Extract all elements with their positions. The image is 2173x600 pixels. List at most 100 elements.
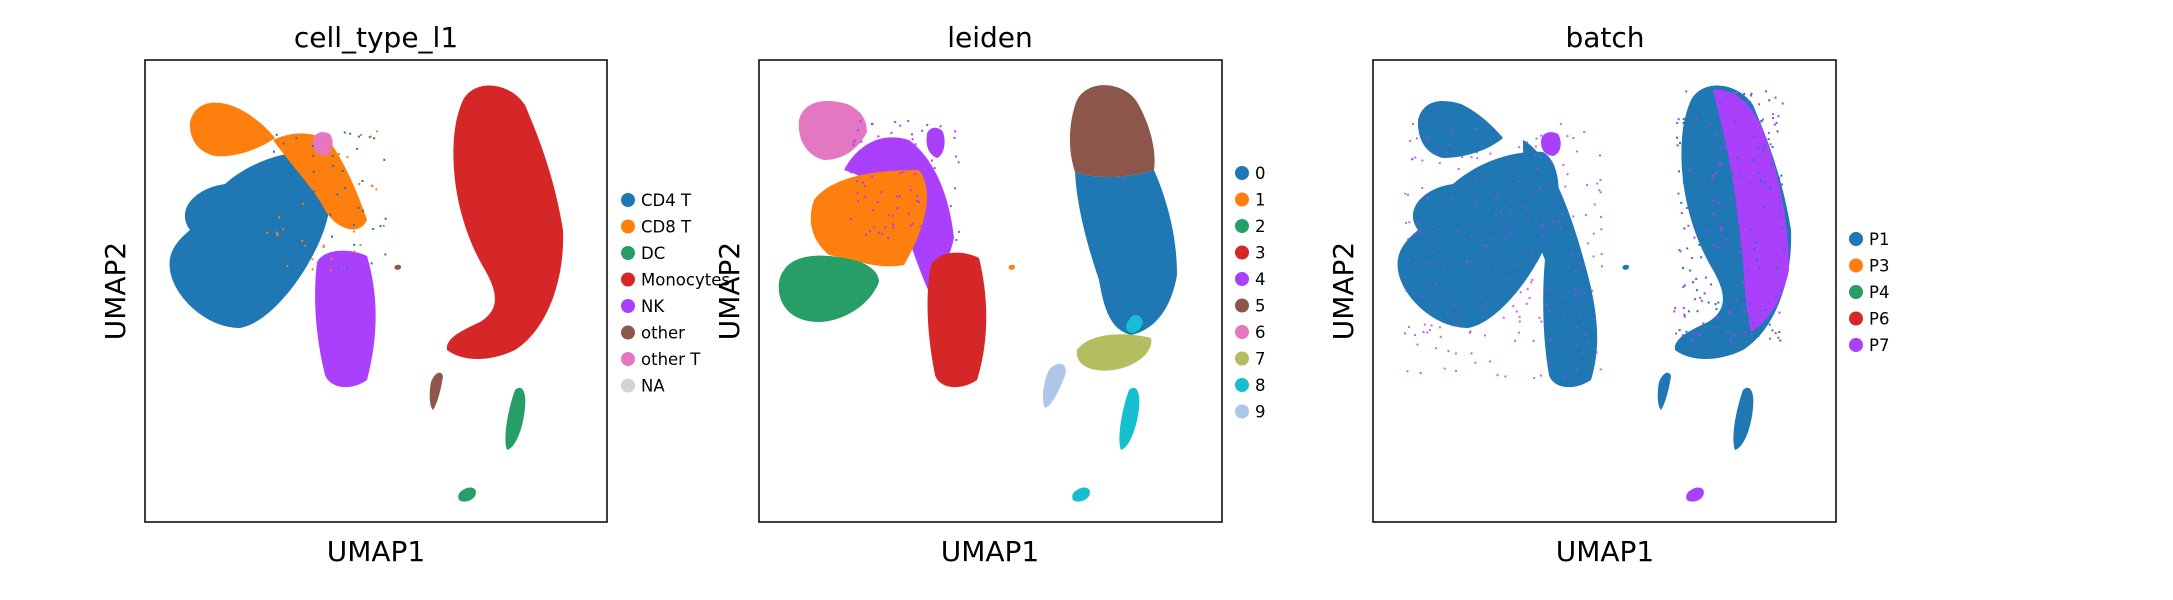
point-speckle [1519,291,1522,294]
point-speckle [864,195,867,198]
panel-batch: batch UMAP1 UMAP2 P1 P3 P4 P6 P7 [1327,21,1889,568]
point-speckle [1525,209,1528,212]
point-speckle [916,199,918,202]
point-speckle [345,266,348,269]
point-speckle [916,195,919,198]
point-speckle [1731,249,1734,252]
point-speckle [1527,219,1530,222]
point-speckle [1446,151,1449,154]
legend-label: Monocytes [641,271,730,290]
point-speckle [1705,231,1708,234]
cluster-points [1541,132,1561,156]
point-speckle [339,210,342,213]
point-speckle [1758,267,1761,270]
point-speckle [1719,330,1722,333]
point-speckle [1752,322,1755,324]
point-speckle [343,131,346,134]
point-speckle [1770,235,1773,238]
point-speckle [914,173,917,175]
point-speckle [880,191,883,194]
point-speckle [341,173,344,176]
point-speckle [1687,176,1690,179]
point-speckle [312,170,315,173]
point-speckle [944,237,947,240]
point-speckle [1600,228,1603,231]
point-speckle [1700,256,1703,259]
point-speckle [1685,207,1688,209]
point-speckle [1725,238,1728,241]
point-speckle [935,221,937,224]
point-speckle [1702,158,1705,161]
point-speckle [1572,215,1575,218]
point-speckle [281,230,284,232]
point-speckle [1574,270,1577,273]
point-speckle [879,152,882,155]
point-speckle [1539,187,1542,190]
cluster-points [1657,372,1671,410]
point-speckle [887,138,890,141]
legend-marker [1849,285,1863,299]
point-speckle [1525,246,1528,249]
point-speckle [914,143,917,146]
point-speckle [1526,288,1529,291]
point-speckle [1695,289,1698,292]
legend-label: DC [641,244,665,263]
point-speckle [1736,156,1739,159]
point-speckle [1691,257,1693,259]
legend-label: 9 [1255,403,1266,422]
point-speckle [1498,286,1501,289]
cluster-points [169,151,331,328]
legend-label: NA [641,377,665,396]
point-speckle [1461,156,1464,159]
point-speckle [1705,202,1708,204]
point-speckle [1735,136,1737,139]
point-speckle [1782,248,1785,251]
point-speckle [1777,184,1780,187]
point-speckle [272,176,275,179]
legend-marker [621,193,635,207]
point-speckle [1474,270,1477,273]
point-speckle [383,158,386,161]
point-speckle [1489,360,1492,363]
point-speckle [1421,159,1424,162]
point-speckle [368,136,371,139]
point-speckle [1465,260,1468,263]
point-speckle [1497,226,1500,229]
legend-label: 8 [1255,376,1266,395]
point-speckle [329,213,332,216]
legend-entry: 5 [1235,297,1266,316]
point-speckle [1405,221,1407,224]
point-speckle [1746,270,1748,273]
point-speckle [1585,341,1588,343]
point-speckle [863,171,866,174]
point-speckle [926,124,929,126]
point-speckle [1765,296,1768,299]
point-speckle [955,155,958,158]
legend-label: 2 [1255,217,1266,236]
point-speckle [1768,99,1771,102]
point-speckle [1701,227,1703,230]
point-speckle [860,140,863,143]
point-speckle [1682,267,1684,270]
legend-entry: Monocytes [621,271,730,290]
point-speckle [925,212,928,215]
point-speckle [1743,309,1746,312]
point-speckle [1548,361,1551,364]
point-speckle [1469,330,1472,333]
point-speckle [1739,244,1742,247]
point-speckle [957,230,960,233]
point-speckle [921,159,924,162]
point-speckle [1408,221,1411,224]
point-speckle [1772,117,1774,119]
legend-marker [1849,232,1863,246]
point-speckle [1724,160,1727,163]
x-axis-label: UMAP1 [941,535,1040,568]
point-speckle [1411,158,1414,161]
point-speckle [1677,192,1680,195]
point-speckle [296,156,299,159]
point-speckle [370,262,373,265]
point-speckle [1404,332,1406,335]
legend-marker [621,246,635,260]
point-speckle [1530,281,1533,284]
point-speckle [1730,305,1733,308]
